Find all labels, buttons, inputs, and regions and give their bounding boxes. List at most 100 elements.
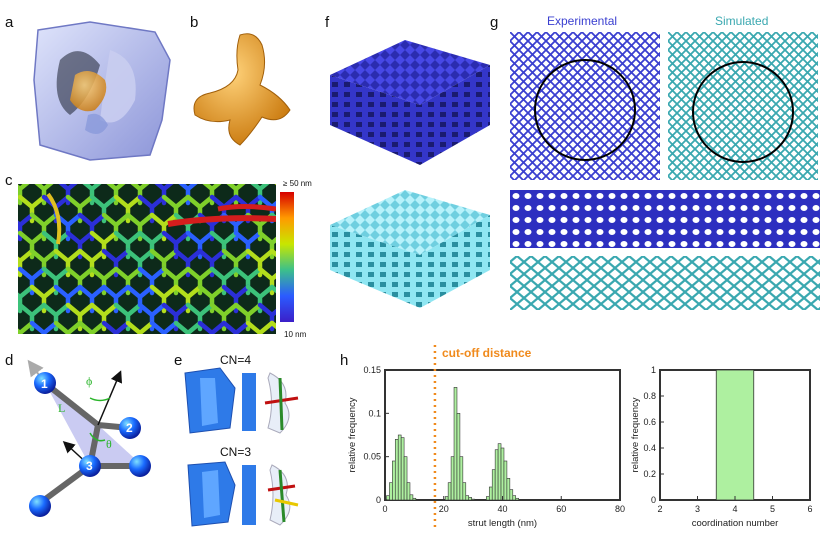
histogram-bar — [403, 456, 408, 501]
strut — [197, 320, 227, 334]
strut — [18, 320, 35, 334]
panel-label-c: c — [5, 172, 13, 189]
experimental-label: Experimental — [547, 14, 618, 28]
panel-b-image — [193, 33, 291, 146]
y-axis-label: relative frequency — [630, 397, 641, 472]
histogram-bar — [509, 489, 514, 501]
histogram-bar — [491, 469, 496, 501]
panel-f-experimental-block — [330, 40, 490, 165]
strut — [29, 320, 59, 334]
histogram-bar — [468, 497, 472, 501]
histogram-bar — [459, 456, 464, 501]
strut — [173, 320, 203, 334]
histogram-bar — [397, 434, 402, 501]
coordination-number-histogram: 2 3 4 5 6 0 0.2 0.4 0.6 0.8 1 coordination number re… — [630, 365, 813, 529]
histogram-bar — [471, 498, 475, 501]
panel-c-colorbar — [280, 192, 294, 322]
strut — [245, 320, 275, 334]
y-tick-label: 0.4 — [643, 443, 656, 453]
y-tick-label: 0 — [376, 495, 381, 505]
histogram-bar — [400, 437, 405, 501]
panel-label-d: d — [5, 352, 14, 369]
histogram-bar — [450, 456, 455, 501]
x-tick-label: 20 — [439, 504, 449, 514]
histogram-bar — [409, 494, 414, 501]
histogram-bar — [453, 387, 458, 501]
histogram-bar — [406, 482, 411, 501]
node-3-label: 3 — [86, 459, 93, 473]
strut-red — [217, 204, 276, 212]
y-tick-label: 1 — [651, 365, 656, 375]
cutoff-label: cut-off distance — [442, 346, 532, 360]
panel-g-experimental-side — [510, 190, 820, 248]
y-tick-label: 0.15 — [363, 365, 381, 375]
length-label: L — [58, 401, 66, 415]
histogram-bar — [447, 482, 452, 501]
x-tick-label: 40 — [497, 504, 507, 514]
panel-label-b: b — [190, 14, 199, 31]
panel-c-strut-network — [18, 184, 276, 334]
strut — [77, 320, 107, 334]
x-tick-label: 6 — [807, 504, 812, 514]
histogram-bar — [506, 478, 511, 501]
histogram-bar — [386, 495, 390, 501]
histogram-bar — [444, 496, 449, 501]
panel-g-simulated-side — [510, 256, 820, 310]
x-tick-label: 2 — [657, 504, 662, 514]
panel-label-g: g — [490, 14, 499, 31]
histogram-bar — [715, 369, 755, 501]
y-tick-label: 0.05 — [363, 452, 381, 462]
strut-red — [167, 215, 276, 227]
strut — [125, 320, 155, 334]
strut — [53, 320, 83, 334]
panel-e-cn3-image — [187, 461, 299, 527]
node-2-label: 2 — [126, 421, 133, 435]
panel-g-simulated-top — [668, 32, 818, 180]
x-tick-label: 3 — [695, 504, 700, 514]
strut — [149, 320, 179, 334]
y-tick-label: 0.1 — [368, 408, 381, 418]
histogram-bar — [389, 482, 393, 501]
y-tick-label: 0.6 — [643, 417, 656, 427]
histogram-bar — [462, 482, 467, 501]
histogram-bar — [500, 447, 505, 501]
x-axis-label: coordination number — [692, 518, 779, 529]
panel-e-cn4-image — [184, 367, 299, 434]
histogram-bar — [412, 497, 417, 501]
panel-g-experimental-top — [510, 32, 660, 180]
x-tick-label: 0 — [382, 504, 387, 514]
x-axis-label: strut length (nm) — [468, 518, 537, 529]
y-axis-label: relative frequency — [347, 397, 358, 472]
x-tick-label: 80 — [615, 504, 625, 514]
strut — [101, 320, 131, 334]
histogram-bar — [488, 486, 493, 501]
histogram-bar — [394, 439, 399, 501]
cn4-label: CN=4 — [220, 353, 252, 367]
cn3-label: CN=3 — [220, 445, 252, 459]
panel-d-diagram — [27, 359, 151, 517]
simulated-label: Simulated — [715, 14, 769, 28]
histogram-bar — [465, 495, 470, 501]
panel-label-h: h — [340, 352, 349, 369]
histogram-bar — [515, 497, 519, 501]
node-1-label: 1 — [41, 377, 48, 391]
panel-f-simulated-block — [330, 190, 490, 308]
histogram-bar — [486, 496, 490, 501]
panel-label-f: f — [325, 14, 330, 31]
histogram-bar — [494, 449, 499, 501]
histogram-bar — [512, 495, 517, 501]
phi-label: ϕ — [86, 374, 93, 388]
colorbar-min-label: 10 nm — [284, 330, 307, 339]
panel-label-e: e — [174, 352, 183, 369]
x-tick-label: 4 — [732, 504, 737, 514]
y-tick-label: 0.8 — [643, 391, 656, 401]
histogram-bar — [497, 443, 502, 501]
strut-yellow — [46, 192, 62, 245]
y-tick-label: 0 — [651, 495, 656, 505]
strut — [221, 320, 251, 334]
panel-a-image — [33, 21, 171, 161]
histogram-bar — [392, 460, 396, 501]
panel-label-a: a — [5, 14, 14, 31]
histogram-bar — [456, 413, 461, 501]
x-tick-label: 5 — [770, 504, 775, 514]
